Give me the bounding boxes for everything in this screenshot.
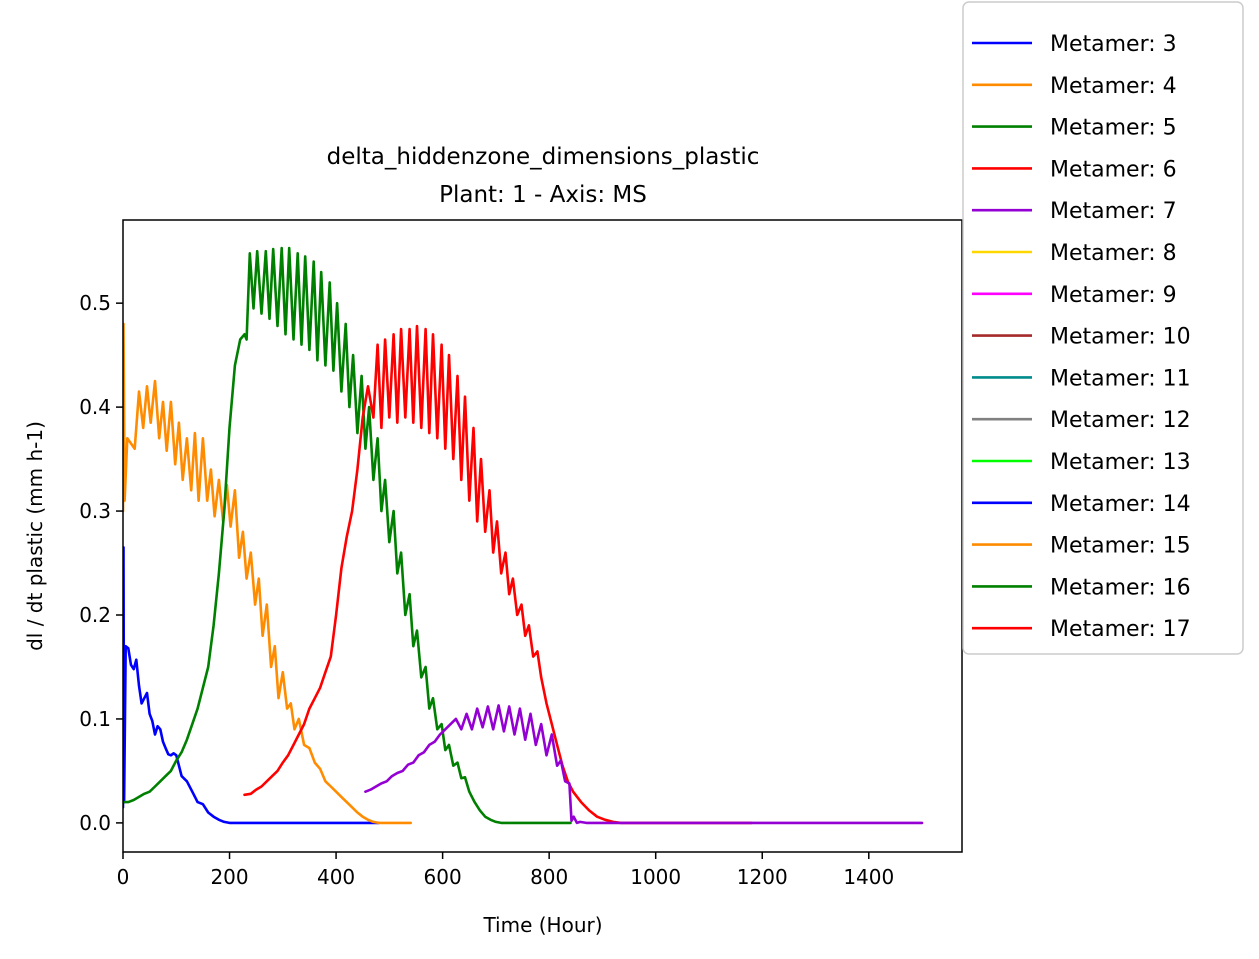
y-tick-label: 0.3 <box>79 499 111 523</box>
x-tick-label: 400 <box>317 865 355 889</box>
series-line-2 <box>123 322 413 825</box>
legend-label: Metamer: 6 <box>1050 157 1177 182</box>
series-line-3 <box>123 246 572 825</box>
legend-label: Metamer: 12 <box>1050 408 1191 433</box>
legend-label: Metamer: 11 <box>1050 366 1191 391</box>
legend-label: Metamer: 5 <box>1050 116 1177 141</box>
x-axis-label: Time (Hour) <box>482 913 602 937</box>
y-tick-label: 0.2 <box>79 603 111 627</box>
y-tick-label: 0.1 <box>79 707 111 731</box>
chart-title: delta_hiddenzone_dimensions_plastic <box>327 144 760 170</box>
legend-label: Metamer: 4 <box>1050 74 1177 99</box>
legend-label: Metamer: 17 <box>1050 617 1191 642</box>
legend-label: Metamer: 15 <box>1050 534 1191 559</box>
legend-label: Metamer: 16 <box>1050 575 1191 600</box>
legend: Metamer: 3 Metamer: 4 Metamer: 5 Metamer: 6… <box>962 1 1244 655</box>
y-tick-label: 0.5 <box>79 291 111 315</box>
x-tick-label: 1400 <box>843 865 894 889</box>
legend-label: Metamer: 14 <box>1050 492 1191 517</box>
chart-subtitle: Plant: 1 - Axis: MS <box>439 182 647 208</box>
legend-box <box>962 1 1244 655</box>
y-axis-label: dl / dt plastic (mm h-1) <box>23 421 47 651</box>
series-line-5 <box>364 704 924 825</box>
y-axis: 0.0 0.1 0.2 0.3 0.4 0.5 <box>79 291 123 835</box>
legend-label: Metamer: 10 <box>1050 325 1191 350</box>
legend-label: Metamer: 7 <box>1050 199 1177 224</box>
y-tick-label: 0.0 <box>79 811 111 835</box>
x-tick-label: 1000 <box>630 865 681 889</box>
legend-label: Metamer: 3 <box>1050 32 1177 57</box>
series-line-1 <box>123 546 381 825</box>
x-tick-label: 600 <box>424 865 462 889</box>
legend-label: Metamer: 9 <box>1050 283 1177 308</box>
plot-frame <box>122 219 963 853</box>
x-tick-label: 0 <box>117 865 130 889</box>
y-tick-label: 0.4 <box>79 395 111 419</box>
x-tick-label: 1200 <box>737 865 788 889</box>
legend-label: Metamer: 13 <box>1050 450 1191 475</box>
legend-label: Metamer: 8 <box>1050 241 1177 266</box>
x-tick-label: 800 <box>530 865 568 889</box>
x-tick-label: 200 <box>210 865 248 889</box>
series-layer <box>123 246 924 825</box>
x-axis: 0 200 400 600 800 1000 1200 1400 <box>117 852 894 889</box>
